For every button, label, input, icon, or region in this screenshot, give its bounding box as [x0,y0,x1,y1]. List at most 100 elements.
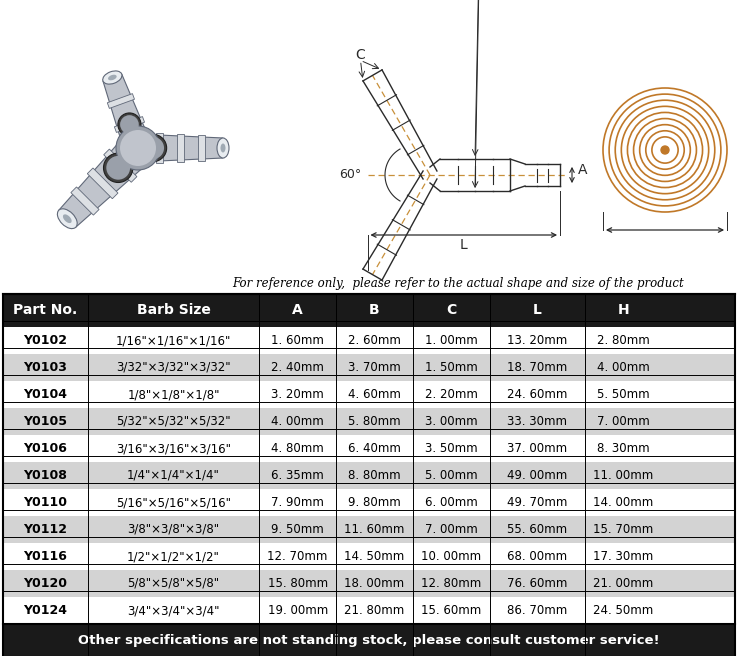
Text: 4. 00mm: 4. 00mm [597,361,649,374]
Bar [3,294,735,327]
Text: 86. 70mm: 86. 70mm [507,604,568,617]
Text: B: B [369,304,380,318]
Text: 2. 80mm: 2. 80mm [597,334,649,347]
Text: 5/8"×5/8"×5/8": 5/8"×5/8"×5/8" [128,577,220,590]
Text: Y0102: Y0102 [24,334,67,347]
Text: For reference only,  please refer to the actual shape and size of the product: For reference only, please refer to the … [232,277,683,291]
Text: 8. 80mm: 8. 80mm [348,469,401,482]
Text: 1. 00mm: 1. 00mm [425,334,477,347]
Text: Other specifications are not standing stock, please consult customer service!: Other specifications are not standing st… [78,634,660,647]
Text: Barb Size: Barb Size [137,304,210,318]
Text: 9. 80mm: 9. 80mm [348,496,401,509]
Text: Y0108: Y0108 [24,469,67,482]
Bar [3,435,735,462]
Text: 10. 00mm: 10. 00mm [421,550,481,563]
Text: 7. 00mm: 7. 00mm [425,523,477,536]
Text: 1/4"×1/4"×1/4": 1/4"×1/4"×1/4" [127,469,220,482]
Bar [3,597,735,624]
Text: 3/32"×3/32"×3/32": 3/32"×3/32"×3/32" [117,361,231,374]
Text: 11. 00mm: 11. 00mm [593,469,653,482]
Text: 3/8"×3/8"×3/8": 3/8"×3/8"×3/8" [128,523,220,536]
Ellipse shape [217,138,229,158]
Text: 17. 30mm: 17. 30mm [593,550,653,563]
Text: 3. 50mm: 3. 50mm [425,442,477,455]
Text: 18. 70mm: 18. 70mm [507,361,568,374]
Text: 1/16"×1/16"×1/16": 1/16"×1/16"×1/16" [116,334,231,347]
Text: C: C [446,304,457,318]
Polygon shape [199,135,205,161]
Text: 7. 90mm: 7. 90mm [271,496,324,509]
Circle shape [116,126,160,170]
Polygon shape [138,134,223,162]
Text: H: H [737,223,738,237]
Circle shape [120,115,139,134]
Text: 49. 00mm: 49. 00mm [507,469,568,482]
Text: 33. 30mm: 33. 30mm [507,415,568,428]
Circle shape [661,146,669,154]
Bar [3,462,735,489]
Text: 24. 50mm: 24. 50mm [593,604,653,617]
Text: 2. 20mm: 2. 20mm [425,388,477,401]
Text: 3/16"×3/16"×3/16": 3/16"×3/16"×3/16" [116,442,231,455]
Text: 12. 80mm: 12. 80mm [421,577,481,590]
Text: 12. 70mm: 12. 70mm [267,550,328,563]
Ellipse shape [108,75,117,80]
Text: 15. 80mm: 15. 80mm [268,577,328,590]
Bar [3,381,735,408]
Polygon shape [104,149,137,182]
Polygon shape [114,117,145,133]
Bar [3,408,735,435]
Text: 4. 00mm: 4. 00mm [272,415,324,428]
Text: 3/4"×3/4"×3/4": 3/4"×3/4"×3/4" [128,604,220,617]
Text: Y0120: Y0120 [24,577,67,590]
Text: 15. 70mm: 15. 70mm [593,523,653,536]
Circle shape [120,130,156,166]
Polygon shape [59,135,151,227]
Text: 1/8"×1/8"×1/8": 1/8"×1/8"×1/8" [128,388,220,401]
Text: 60°: 60° [339,169,361,182]
Text: 18. 00mm: 18. 00mm [345,577,404,590]
Text: 13. 20mm: 13. 20mm [507,334,568,347]
Bar [3,489,735,516]
Text: A: A [292,304,303,318]
Text: 6. 35mm: 6. 35mm [272,469,324,482]
Polygon shape [103,74,151,153]
Text: 7. 00mm: 7. 00mm [597,415,649,428]
Text: Y0116: Y0116 [24,550,67,563]
Text: C: C [356,49,365,62]
Bar [3,543,735,570]
Text: Y0112: Y0112 [24,523,67,536]
Text: 11. 60mm: 11. 60mm [345,523,404,536]
Ellipse shape [103,71,122,84]
Text: 55. 60mm: 55. 60mm [507,523,568,536]
Polygon shape [87,168,118,199]
Text: 14. 50mm: 14. 50mm [345,550,404,563]
Text: 21. 80mm: 21. 80mm [345,604,404,617]
Polygon shape [71,187,99,215]
Bar [3,624,735,656]
Text: Y0124: Y0124 [24,604,67,617]
Text: Y0104: Y0104 [24,388,67,401]
Text: H: H [618,304,630,318]
Bar [3,327,735,354]
Text: 4. 60mm: 4. 60mm [348,388,401,401]
Text: 3. 00mm: 3. 00mm [425,415,477,428]
Bar [3,570,735,597]
Circle shape [142,137,164,159]
Text: 2. 40mm: 2. 40mm [271,361,324,374]
Text: 49. 70mm: 49. 70mm [507,496,568,509]
Text: Y0105: Y0105 [24,415,67,428]
Ellipse shape [221,144,226,152]
Text: 2. 60mm: 2. 60mm [348,334,401,347]
Text: 1/2"×1/2"×1/2": 1/2"×1/2"×1/2" [127,550,220,563]
Text: A: A [578,163,587,177]
Bar [3,294,735,656]
Text: 8. 30mm: 8. 30mm [597,442,649,455]
Text: Part No.: Part No. [13,304,77,318]
Text: 19. 00mm: 19. 00mm [267,604,328,617]
Text: 9. 50mm: 9. 50mm [272,523,324,536]
Text: L: L [533,304,542,318]
Ellipse shape [63,215,72,223]
Text: 5. 80mm: 5. 80mm [348,415,401,428]
Text: 15. 60mm: 15. 60mm [421,604,481,617]
